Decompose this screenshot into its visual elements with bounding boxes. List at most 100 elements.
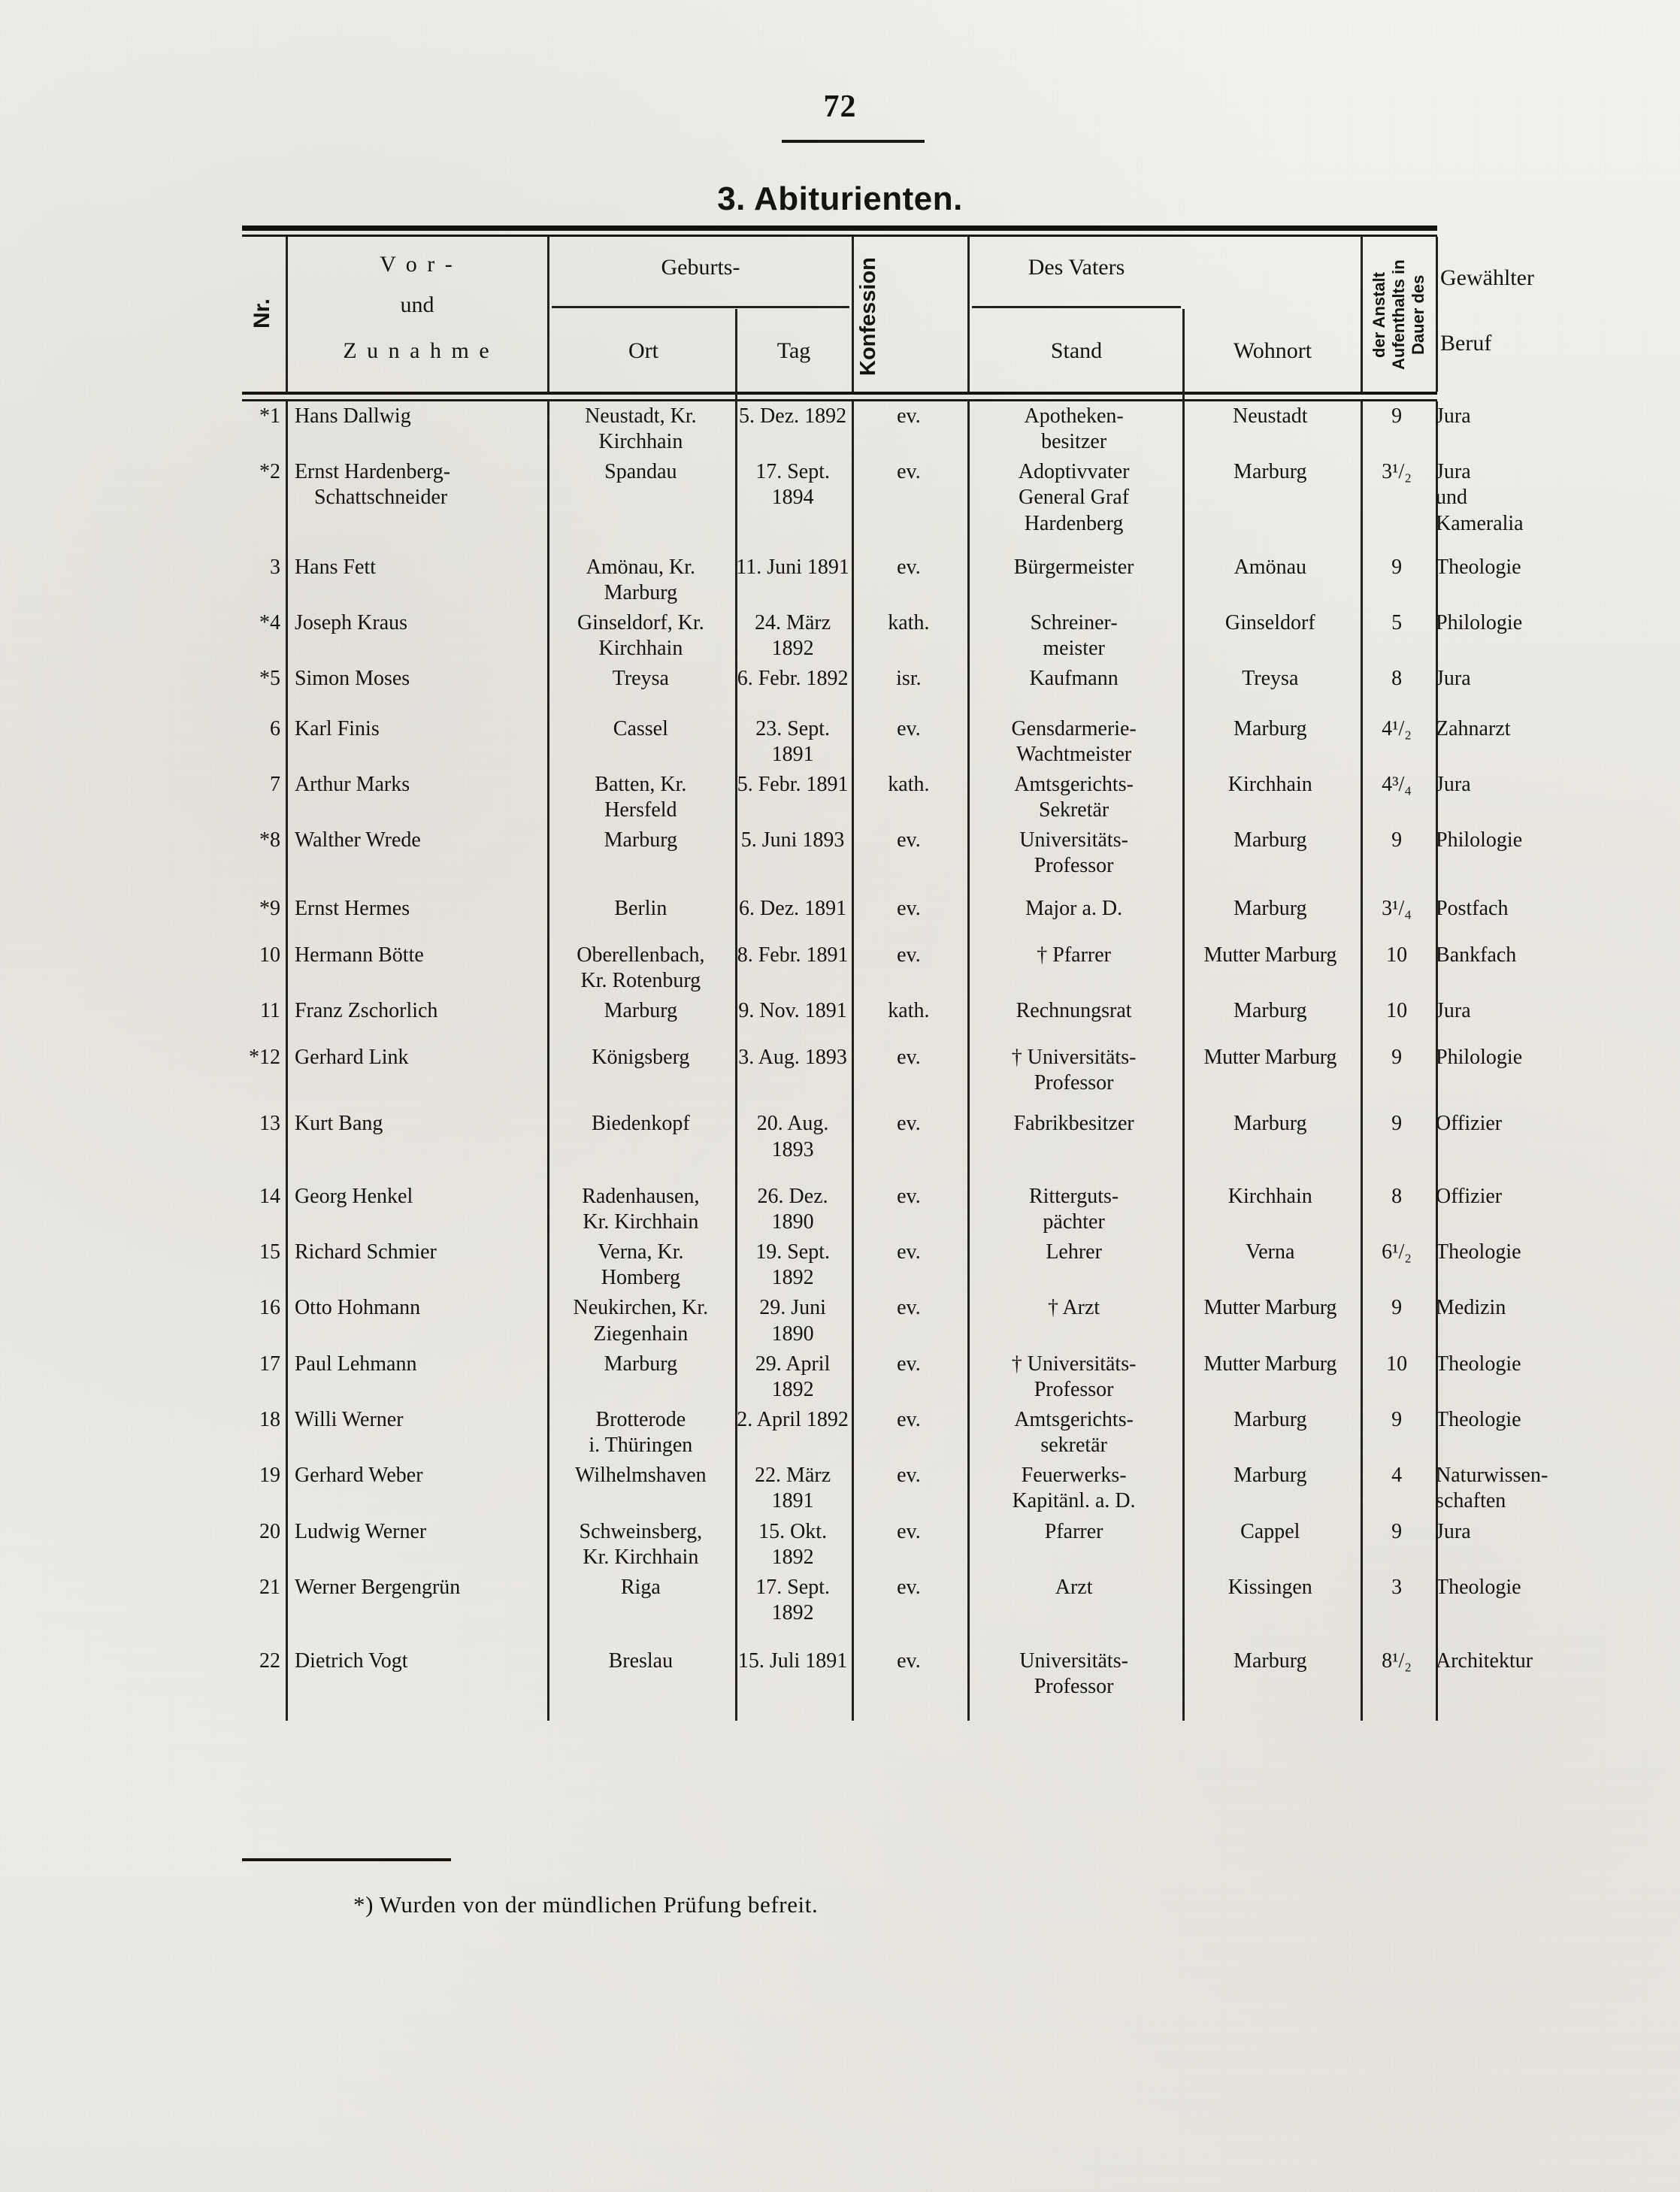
cell-ort: Neukirchen, Kr. Ziegenhain bbox=[547, 1293, 735, 1349]
cell-ort-line1: Riga bbox=[620, 1575, 661, 1599]
cell-dauer-line1: 9 bbox=[1391, 404, 1403, 428]
table-row: 16 Otto Hohmann Neukirchen, Kr. Ziegenhain 2… bbox=[242, 1293, 1506, 1349]
cell-tag: 8. Febr. 1891 bbox=[734, 940, 851, 996]
cell-dauer-line1: 8 bbox=[1391, 667, 1403, 691]
cell-tag-line1: 15. Juli 1891 bbox=[737, 1649, 848, 1673]
header-vaters-subrule bbox=[972, 306, 1181, 308]
cell-tag: 22. März 1891 bbox=[734, 1461, 851, 1516]
cell-name: Gerhard Weber bbox=[286, 1461, 547, 1516]
header-name-line2: und bbox=[400, 292, 434, 317]
cell-wohnort: Kirchhain bbox=[1181, 1182, 1359, 1237]
cell-dauer: 8 bbox=[1359, 1182, 1434, 1237]
cell-konfession: ev. bbox=[851, 1573, 967, 1628]
table-row: *8 Walther Wrede Marburg 5. Juni 1893 ev. Uni… bbox=[242, 825, 1523, 881]
cell-name: Richard Schmier bbox=[286, 1237, 547, 1293]
cell-tag: 20. Aug. 1893 bbox=[734, 1109, 851, 1164]
cell-stand-line3: Hardenberg bbox=[1024, 511, 1124, 535]
cell-nr: 11 bbox=[242, 996, 286, 1026]
cell-name-line1: Otto Hohmann bbox=[294, 1296, 421, 1320]
cell-stand-line1: Pfarrer bbox=[1044, 1519, 1103, 1543]
cell-name: Hermann Bötte bbox=[286, 940, 547, 996]
cell-tag: 15. Okt. 1892 bbox=[734, 1517, 851, 1573]
cell-ort: Berlin bbox=[547, 894, 735, 924]
cell-ort-line1: Neukirchen, Kr. bbox=[573, 1296, 709, 1320]
col-divider-5 bbox=[967, 237, 970, 392]
cell-stand: Rechnungsrat bbox=[967, 996, 1182, 1026]
cell-nr: *5 bbox=[242, 664, 286, 694]
cell-ort-line1: Verna, Kr. bbox=[598, 1240, 684, 1264]
cell-name-line1: Richard Schmier bbox=[294, 1240, 437, 1264]
header-dauer-line1: Dauer des bbox=[1409, 274, 1427, 356]
cell-stand-line2: meister bbox=[1043, 637, 1105, 661]
cell-wohnort-line1: Marburg bbox=[1234, 998, 1307, 1022]
cell-ort-line1: Batten, Kr. bbox=[595, 772, 687, 796]
cell-tag-line1: 23. Sept. 1891 bbox=[755, 716, 830, 766]
cell-dauer-line1: 3 bbox=[1391, 1575, 1403, 1599]
cell-stand-line2: pächter bbox=[1043, 1210, 1105, 1234]
cell-stand-line1: † Universitäts- bbox=[1011, 1046, 1137, 1070]
cell-wohnort: Mutter Marburg bbox=[1181, 1293, 1359, 1349]
cell-nr: *9 bbox=[242, 894, 286, 924]
cell-beruf: Philologie bbox=[1436, 611, 1523, 635]
header-stand: Stand bbox=[1050, 338, 1103, 363]
cell-nr: *1 bbox=[242, 401, 286, 457]
cell-ort: Treysa bbox=[547, 664, 735, 694]
table-top-rule-thin bbox=[242, 235, 1437, 237]
cell-dauer: 3¹/₄ bbox=[1359, 894, 1434, 924]
cell-stand: Adoptivvater General Graf Hardenberg bbox=[967, 457, 1182, 538]
cell-stand-line2: Wachtmeister bbox=[1016, 742, 1132, 766]
cell-dauer: 6¹/₂ bbox=[1359, 1237, 1434, 1293]
cell-nr: 20 bbox=[242, 1517, 286, 1573]
cell-ort: Amönau, Kr. Marburg bbox=[547, 553, 735, 608]
cell-name: Werner Bergengrün bbox=[286, 1573, 547, 1628]
cell-ort: Marburg bbox=[547, 1349, 735, 1405]
cell-ort-line1: Biedenkopf bbox=[592, 1112, 690, 1136]
cell-stand-line1: Universitäts- bbox=[1019, 828, 1128, 852]
cell-wohnort: Marburg bbox=[1181, 894, 1359, 924]
cell-konfession: ev. bbox=[851, 825, 967, 881]
cell-nr: 7 bbox=[242, 770, 286, 825]
cell-konfession: ev. bbox=[851, 1646, 967, 1702]
cell-dauer: 9 bbox=[1359, 1109, 1434, 1164]
col-divider-1 bbox=[286, 237, 288, 392]
cell-ort: Verna, Kr. Homberg bbox=[547, 1237, 735, 1293]
cell-konfession: isr. bbox=[851, 664, 967, 694]
cell-ort-line1: Königsberg bbox=[592, 1046, 690, 1070]
cell-nr-line1: 21 bbox=[259, 1575, 280, 1599]
cell-name-line1: Dietrich Vogt bbox=[294, 1649, 408, 1673]
cell-ort-line2: Ziegenhain bbox=[593, 1322, 689, 1346]
cell-konfession-line1: isr. bbox=[896, 667, 922, 691]
body-divider-2 bbox=[547, 401, 549, 1721]
cell-beruf: Philologie bbox=[1436, 828, 1523, 852]
cell-ort-line1: Spandau bbox=[604, 460, 677, 484]
cell-wohnort: Cappel bbox=[1181, 1517, 1359, 1573]
cell-ort: Biedenkopf bbox=[547, 1109, 735, 1164]
cell-konfession-line1: ev. bbox=[897, 1575, 921, 1599]
cell-name: Otto Hohmann bbox=[286, 1293, 547, 1349]
cell-stand: † Arzt bbox=[967, 1293, 1182, 1349]
cell-wohnort-line1: Cappel bbox=[1240, 1519, 1300, 1543]
cell-stand-line1: Schreiner- bbox=[1030, 611, 1118, 635]
cell-tag: 9. Nov. 1891 bbox=[734, 996, 851, 1026]
header-ort: Ort bbox=[628, 338, 658, 363]
cell-dauer-line1: 5 bbox=[1391, 611, 1403, 635]
cell-konfession-line1: ev. bbox=[897, 896, 921, 920]
cell-tag-line1: 5. Juni 1893 bbox=[740, 828, 845, 852]
cell-dauer: 9 bbox=[1359, 825, 1434, 881]
cell-dauer: 8 bbox=[1359, 664, 1434, 694]
cell-tag-line1: 8. Febr. 1891 bbox=[737, 943, 849, 967]
cell-nr-line1: 11 bbox=[259, 998, 280, 1022]
cell-tag: 29. Juni 1890 bbox=[734, 1293, 851, 1349]
cell-ort-line1: Oberellenbach, bbox=[577, 943, 705, 967]
table-row: 14 Georg Henkel Radenhausen, Kr. Kirchhain 2… bbox=[242, 1182, 1502, 1237]
cell-konfession: ev. bbox=[851, 1182, 967, 1237]
cell-name-line1: Kurt Bang bbox=[294, 1112, 383, 1136]
cell-nr-line1: *9 bbox=[259, 896, 280, 920]
cell-ort-line2: Kirchhain bbox=[598, 637, 683, 661]
cell-stand-line1: Apotheken- bbox=[1024, 404, 1124, 428]
cell-name: Paul Lehmann bbox=[286, 1349, 547, 1405]
cell-konfession-line1: ev. bbox=[897, 1112, 921, 1136]
cell-beruf: Theologie bbox=[1436, 1575, 1521, 1599]
header-nr: Nr. bbox=[250, 298, 274, 329]
cell-wohnort: Mutter Marburg bbox=[1181, 1043, 1359, 1098]
